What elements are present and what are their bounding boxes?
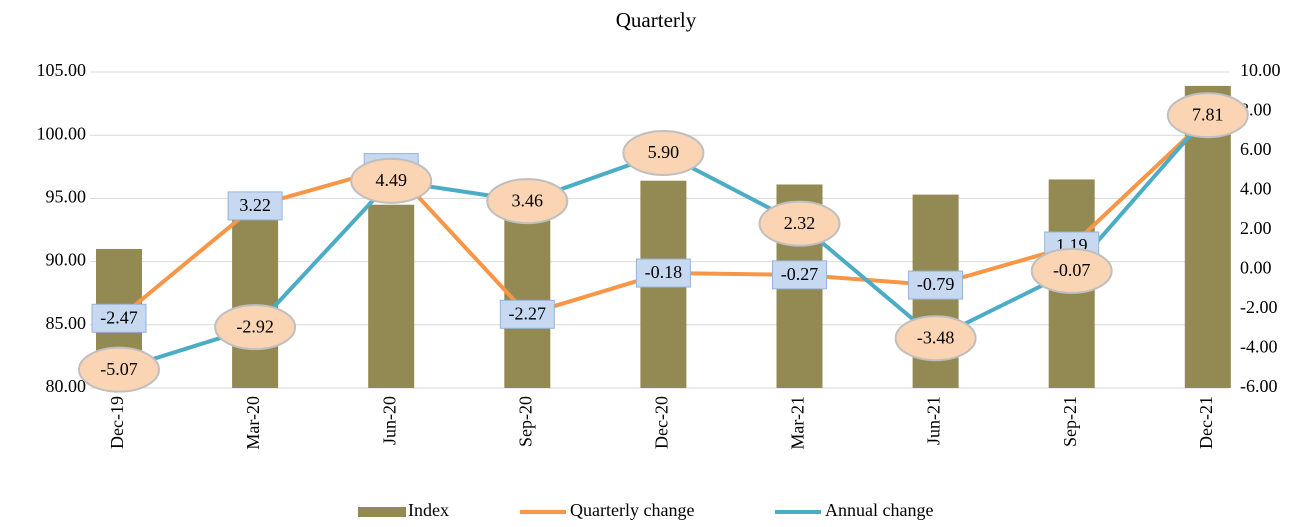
x-tick-label: Mar-21: [788, 396, 808, 450]
y-tick-label: 90.00: [46, 250, 87, 270]
x-tick-label: Jun-20: [379, 396, 399, 445]
legend-label: Quarterly change: [570, 500, 694, 520]
data-label-text: 2.32: [784, 213, 816, 233]
data-label-text: -0.27: [781, 264, 819, 284]
y2-tick-label: -2.00: [1240, 297, 1278, 317]
x-tick-label: Dec-20: [652, 396, 672, 449]
y-tick-label: 80.00: [46, 376, 87, 396]
bar: [232, 217, 279, 388]
data-label: -3.48: [894, 315, 977, 362]
label-box: [214, 304, 297, 351]
data-label: -5.07: [78, 346, 160, 393]
y2-tick-label: 4.00: [1240, 179, 1272, 199]
x-tick-label: Jun-21: [924, 396, 944, 445]
label-box: [350, 157, 433, 204]
x-tick-label: Mar-20: [243, 396, 263, 450]
label-box: [1166, 92, 1249, 139]
legend-label: Annual change: [825, 500, 933, 520]
label-box: [91, 303, 147, 333]
data-label: 3.22: [227, 191, 283, 221]
y2-tick-label: -4.00: [1240, 337, 1278, 357]
label-box: [486, 178, 569, 225]
label-box: [635, 258, 691, 288]
label-box: [499, 299, 555, 329]
data-label: 2.32: [758, 200, 841, 247]
y-tick-label: 85.00: [46, 313, 87, 333]
data-label-text: 5.90: [648, 142, 680, 162]
data-label-text: -2.27: [509, 303, 547, 323]
y2-tick-label: 0.00: [1240, 258, 1272, 278]
data-label-text: -2.47: [100, 307, 138, 327]
y-tick-label: 105.00: [37, 60, 87, 80]
y-tick-label: 100.00: [37, 123, 87, 143]
chart-title: Quarterly: [616, 8, 697, 32]
y2-tick-label: 6.00: [1240, 139, 1272, 159]
data-label-text: 4.49: [375, 170, 407, 190]
data-label-text: -3.48: [917, 327, 955, 347]
label-box: [908, 270, 964, 300]
data-label-text: -0.79: [917, 274, 955, 294]
data-label: -2.27: [499, 299, 555, 329]
data-label-text: -2.92: [236, 316, 274, 336]
y2-tick-label: 10.00: [1240, 60, 1281, 80]
data-label-text: 7.81: [1192, 104, 1224, 124]
data-label-text: 3.22: [239, 195, 271, 215]
data-label: 3.46: [486, 178, 569, 225]
label-box: [227, 191, 283, 221]
label-box: [1030, 247, 1113, 294]
legend-label: Index: [408, 500, 449, 520]
y2-tick-label: 2.00: [1240, 218, 1272, 238]
label-box: [622, 129, 705, 176]
x-tick-label: Sep-20: [515, 396, 535, 447]
data-label: 4.49: [350, 157, 433, 204]
data-label: -2.47: [91, 303, 147, 333]
label-box: [758, 200, 841, 247]
data-label-text: -5.07: [100, 359, 138, 379]
data-label: 7.81: [1166, 92, 1249, 139]
y-tick-label: 95.00: [46, 187, 87, 207]
data-label: 5.90: [622, 129, 705, 176]
label-box: [772, 260, 827, 290]
legend-swatch: [358, 507, 406, 517]
y2-tick-label: -6.00: [1240, 376, 1278, 396]
label-box: [894, 315, 977, 362]
data-label-text: -0.18: [645, 262, 683, 282]
data-label: -0.79: [908, 270, 964, 300]
x-tick-label: Dec-19: [107, 396, 127, 449]
label-box: [78, 346, 160, 393]
data-label: -0.07: [1030, 247, 1113, 294]
x-tick-label: Dec-21: [1196, 396, 1216, 449]
data-label-text: 3.46: [512, 190, 544, 210]
data-label: -0.27: [772, 260, 827, 290]
data-label-text: -0.07: [1053, 260, 1091, 280]
data-label: -0.18: [635, 258, 691, 288]
x-tick-label: Sep-21: [1060, 396, 1080, 447]
data-label: -2.92: [214, 304, 297, 351]
bar: [368, 204, 415, 388]
